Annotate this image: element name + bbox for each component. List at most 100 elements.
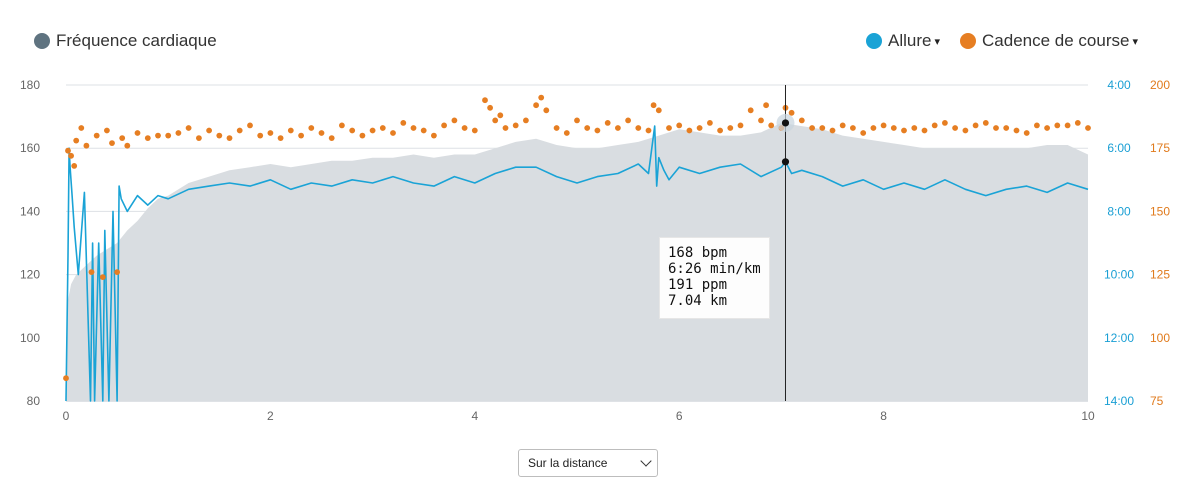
cadence-point xyxy=(563,130,570,136)
cadence-point xyxy=(982,120,989,126)
cadence-point xyxy=(850,125,856,131)
cadence-point xyxy=(952,125,958,131)
cadence-point xyxy=(901,127,907,134)
cadence-point xyxy=(410,125,417,131)
cadence-point xyxy=(308,125,315,131)
pace-legend-dot xyxy=(866,33,883,49)
cadence-point xyxy=(819,125,826,131)
cadence-point xyxy=(349,127,356,134)
cadence-point xyxy=(420,127,427,134)
legend-left: Fréquence cardiaque xyxy=(34,31,217,51)
cadence-point xyxy=(911,125,918,131)
cadence-point xyxy=(165,132,172,139)
cadence-point xyxy=(134,130,141,136)
cadence-point xyxy=(737,122,744,129)
cadence-tick-label: 75 xyxy=(1150,394,1164,408)
cadence-point xyxy=(625,117,631,124)
distance-tick-label: 0 xyxy=(63,409,70,420)
cadence-point xyxy=(73,137,80,144)
cadence-point xyxy=(175,130,182,136)
cadence-point xyxy=(267,130,274,136)
cadence-point xyxy=(942,120,948,126)
cadence-point xyxy=(497,112,504,119)
cadence-point xyxy=(574,117,580,124)
cadence-point xyxy=(768,122,775,129)
pace-tick-label: 10:00 xyxy=(1104,268,1134,282)
activity-chart[interactable]: 8010012014016018014:0012:0010:008:006:00… xyxy=(0,70,1200,420)
cadence-caret-icon[interactable]: ▾ xyxy=(1132,35,1138,48)
legend-item-pace[interactable]: Allure ▾ xyxy=(866,31,940,51)
legend-item-heart-rate[interactable]: Fréquence cardiaque xyxy=(34,31,217,51)
cadence-point xyxy=(860,130,867,136)
cadence-point xyxy=(880,122,887,129)
cadence-point xyxy=(655,107,662,114)
heart-rate-tick-label: 180 xyxy=(20,78,40,92)
distance-tick-label: 10 xyxy=(1081,409,1095,420)
tooltip-pace: 6:26 min/km xyxy=(668,261,761,277)
cadence-point xyxy=(512,122,519,129)
cadence-point xyxy=(553,125,560,131)
cadence-point xyxy=(676,122,683,129)
cadence-point xyxy=(287,127,294,134)
cadence-point xyxy=(68,152,74,159)
cadence-point xyxy=(758,117,764,124)
tooltip-cadence: 191 ppm xyxy=(668,277,728,293)
cadence-point xyxy=(707,120,713,126)
cadence-point xyxy=(921,127,928,134)
cadence-point xyxy=(155,132,161,139)
cadence-point xyxy=(277,135,284,141)
cadence-point xyxy=(216,132,223,139)
cadence-point xyxy=(328,135,335,141)
cadence-point xyxy=(604,120,611,126)
cadence-point xyxy=(1034,122,1040,129)
cadence-point xyxy=(538,94,545,101)
cadence-point xyxy=(523,117,529,124)
cadence-point xyxy=(809,125,815,131)
pace-line xyxy=(65,125,1089,402)
cadence-point xyxy=(88,269,95,275)
cadence-point xyxy=(482,97,488,104)
cadence-point xyxy=(717,127,723,134)
cadence-point xyxy=(747,107,754,114)
heart-rate-legend-dot xyxy=(34,33,50,49)
pace-tick-label: 14:00 xyxy=(1104,394,1134,408)
heart-rate-area xyxy=(66,122,1088,402)
cadence-tick-label: 200 xyxy=(1150,78,1170,92)
cadence-point xyxy=(379,125,386,131)
cadence-tick-label: 175 xyxy=(1150,141,1170,155)
tooltip-distance: 7.04 km xyxy=(668,293,728,309)
cadence-point xyxy=(298,132,304,139)
cadence-point xyxy=(666,125,672,131)
cadence-point xyxy=(1074,120,1081,126)
cadence-point xyxy=(247,122,253,129)
cadence-point xyxy=(431,132,437,139)
cadence-point xyxy=(451,117,458,124)
pace-legend-label: Allure xyxy=(888,31,932,50)
cadence-point xyxy=(1044,125,1050,131)
distance-mode-value: Sur la distance xyxy=(528,456,608,470)
pace-tick-label: 8:00 xyxy=(1107,204,1131,218)
cadence-point xyxy=(114,269,120,275)
cadence-point xyxy=(71,163,78,169)
legend-item-cadence[interactable]: Cadence de course ▾ xyxy=(960,31,1138,51)
cadence-point xyxy=(400,120,407,126)
heart-rate-tick-label: 100 xyxy=(20,331,40,345)
cadence-point xyxy=(839,122,846,129)
cadence-point xyxy=(124,142,131,149)
pace-tick-label: 4:00 xyxy=(1107,78,1131,92)
heart-rate-tick-label: 120 xyxy=(20,268,40,282)
heart-rate-tick-label: 140 xyxy=(20,204,40,218)
legend-right: Allure ▾ Cadence de course ▾ xyxy=(866,31,1138,51)
pace-caret-icon[interactable]: ▾ xyxy=(934,35,941,48)
distance-tick-label: 4 xyxy=(471,409,478,420)
cadence-point xyxy=(543,107,550,114)
cadence-point xyxy=(615,125,621,131)
cadence-point xyxy=(533,102,539,109)
heart-rate-tick-label: 160 xyxy=(20,141,40,155)
cadence-point xyxy=(686,127,693,134)
cadence-point xyxy=(369,127,376,134)
cadence-point xyxy=(645,127,652,134)
cadence-point xyxy=(196,135,202,141)
cadence-point xyxy=(870,125,877,131)
distance-mode-select[interactable]: Sur la distance xyxy=(518,449,658,477)
